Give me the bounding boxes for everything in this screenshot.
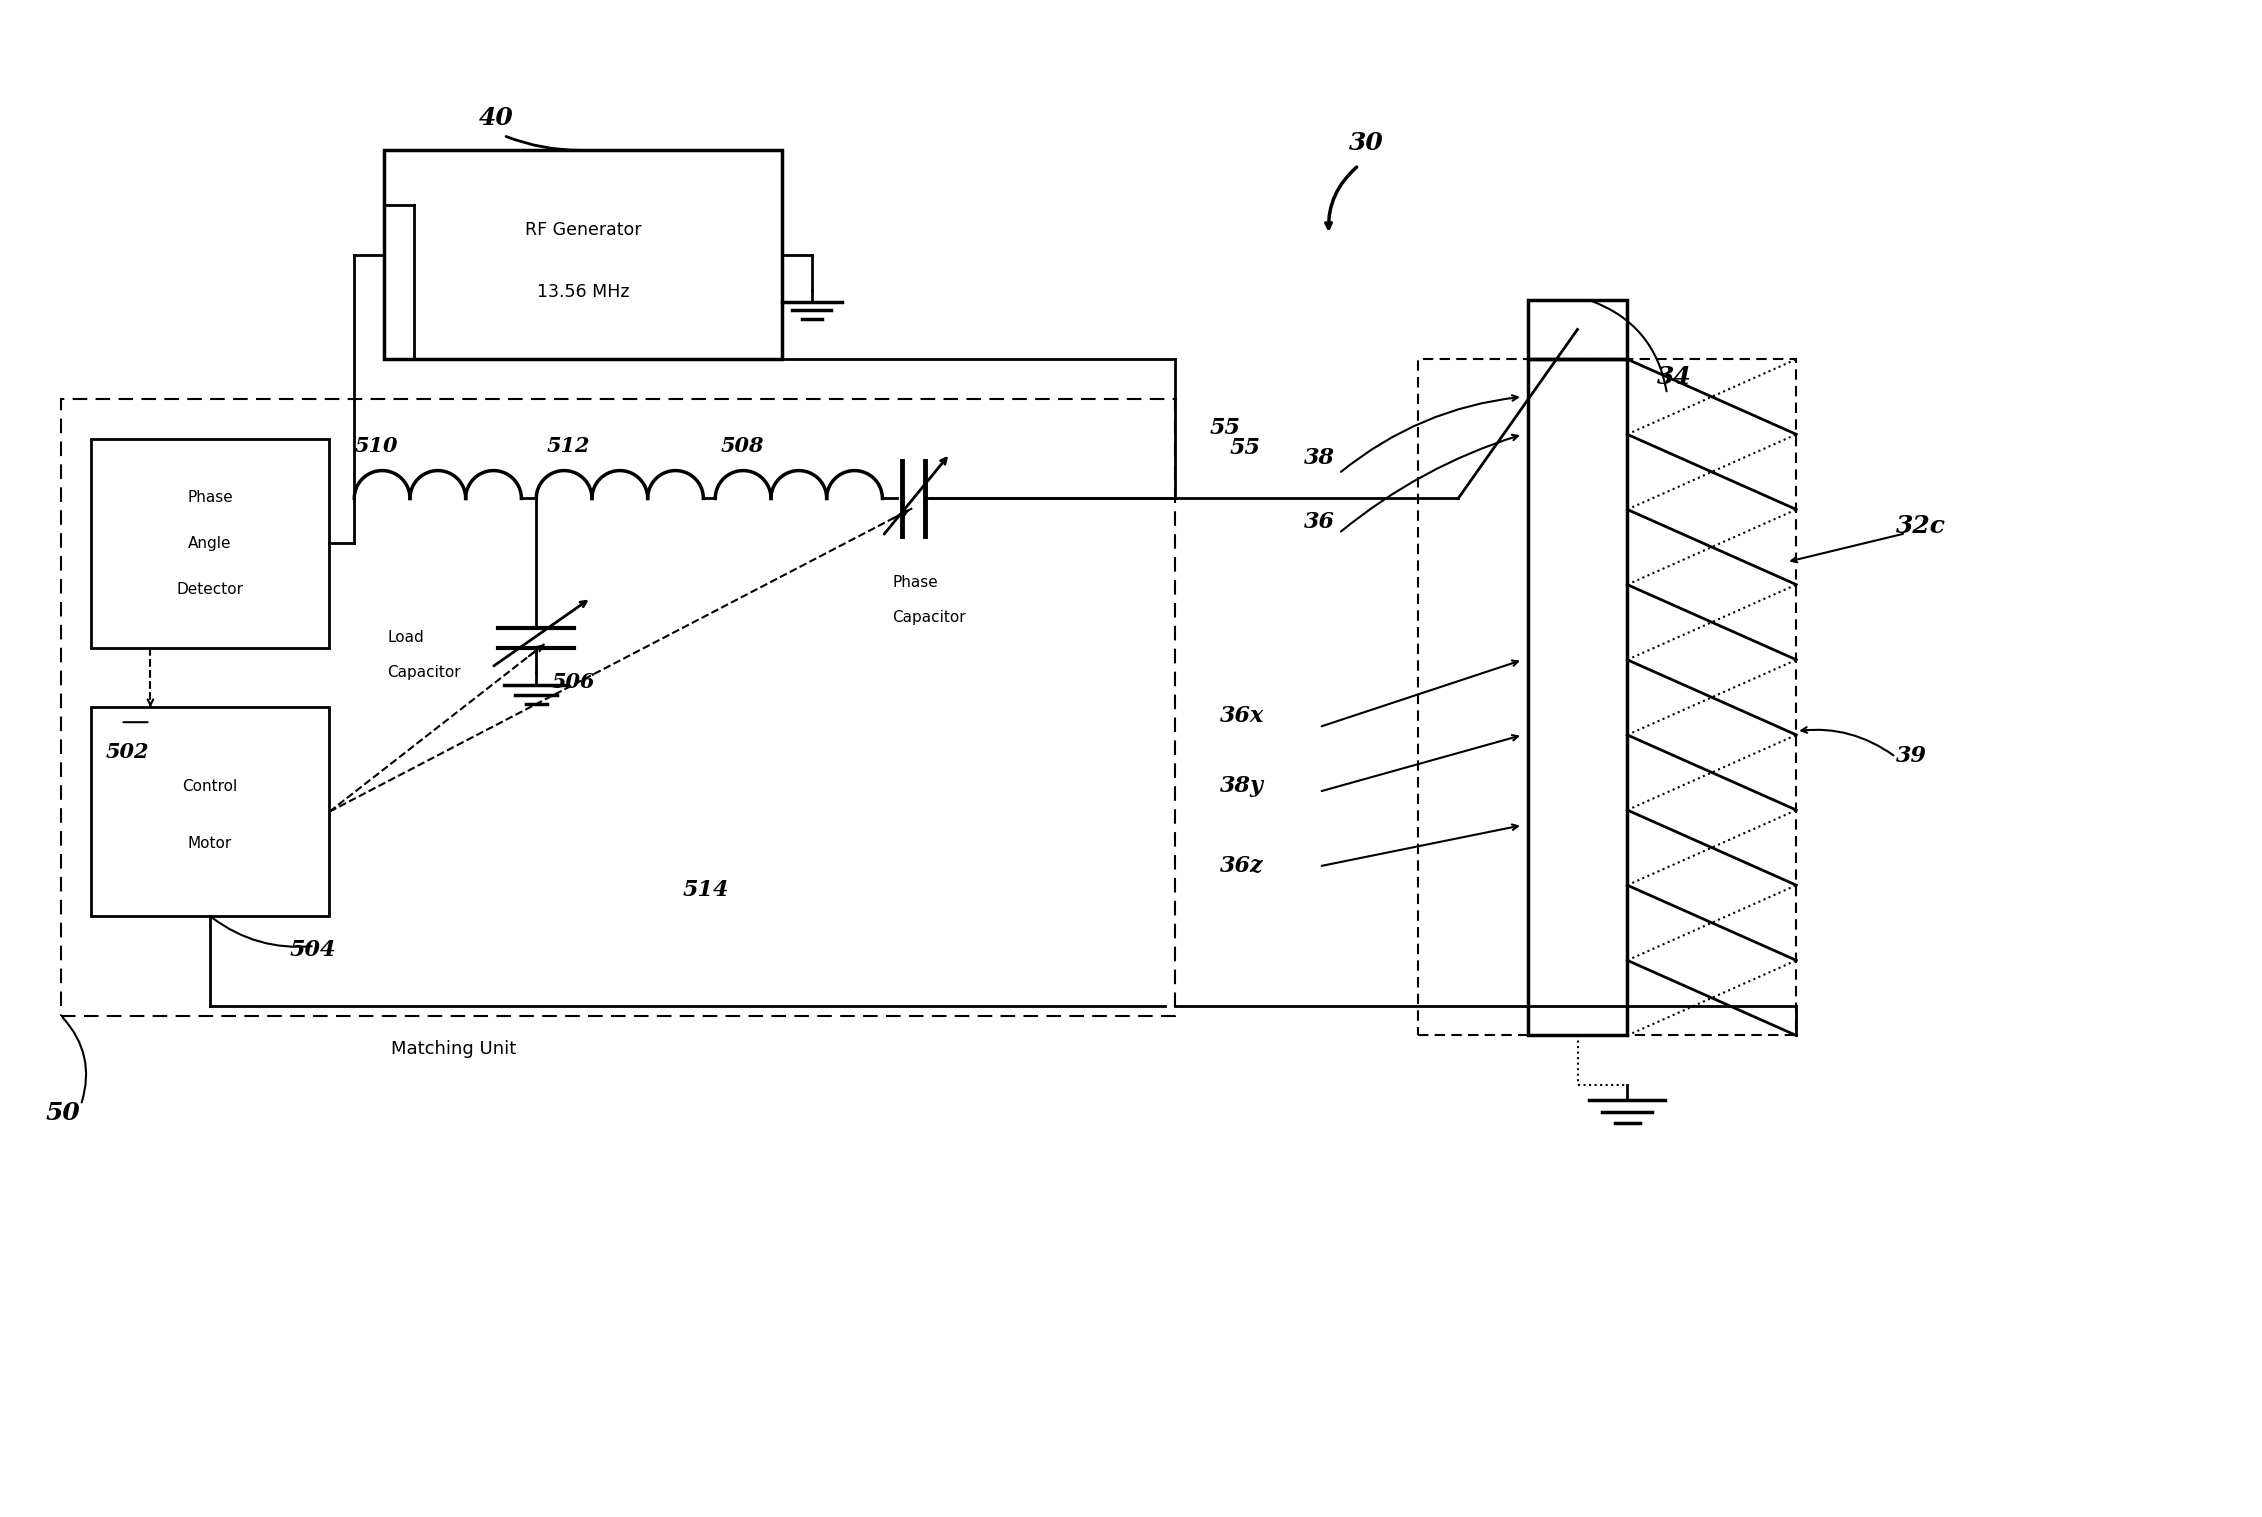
Bar bbox=[1418, 360, 1796, 1036]
Text: 34: 34 bbox=[1658, 366, 1692, 388]
Text: 506: 506 bbox=[552, 672, 595, 692]
Text: Control: Control bbox=[183, 780, 238, 793]
Text: 514: 514 bbox=[683, 880, 728, 901]
Text: 40: 40 bbox=[480, 106, 513, 130]
Text: Capacitor: Capacitor bbox=[387, 664, 461, 680]
Text: 55: 55 bbox=[1231, 437, 1260, 458]
Text: 512: 512 bbox=[545, 435, 590, 455]
Text: 504: 504 bbox=[290, 939, 337, 960]
Text: 32c: 32c bbox=[1896, 514, 1945, 539]
Text: 50: 50 bbox=[45, 1101, 81, 1126]
Text: RF Generator: RF Generator bbox=[525, 220, 640, 238]
Text: Phase: Phase bbox=[891, 575, 939, 590]
Text: Capacitor: Capacitor bbox=[891, 610, 966, 625]
Text: 36z: 36z bbox=[1219, 854, 1262, 877]
Bar bbox=[385, 150, 783, 360]
Bar bbox=[61, 399, 1174, 1015]
Text: Phase: Phase bbox=[188, 490, 233, 505]
Text: 55: 55 bbox=[1210, 417, 1240, 438]
Text: Detector: Detector bbox=[176, 581, 244, 596]
Bar bbox=[1527, 360, 1626, 1036]
Bar bbox=[1527, 299, 1626, 360]
Text: 38: 38 bbox=[1305, 446, 1335, 469]
Bar bbox=[90, 438, 330, 648]
Text: 510: 510 bbox=[355, 435, 398, 455]
Text: 39: 39 bbox=[1896, 745, 1927, 768]
Text: 508: 508 bbox=[719, 435, 765, 455]
Text: 36x: 36x bbox=[1219, 705, 1264, 727]
Text: 36: 36 bbox=[1305, 511, 1335, 534]
Text: Angle: Angle bbox=[188, 536, 231, 551]
Text: 502: 502 bbox=[106, 742, 149, 762]
Text: Motor: Motor bbox=[188, 836, 233, 851]
Bar bbox=[90, 707, 330, 916]
Text: Load: Load bbox=[387, 630, 423, 645]
Text: 38y: 38y bbox=[1219, 775, 1264, 796]
Text: Matching Unit: Matching Unit bbox=[391, 1041, 516, 1059]
Text: 30: 30 bbox=[1348, 132, 1384, 155]
Text: 13.56 MHz: 13.56 MHz bbox=[536, 284, 629, 302]
